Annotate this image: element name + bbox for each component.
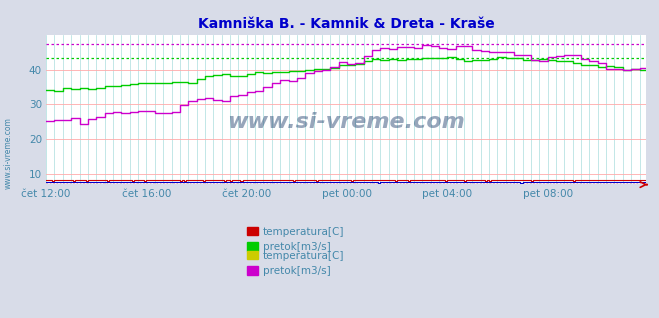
Text: www.si-vreme.com: www.si-vreme.com <box>3 117 13 189</box>
Legend: temperatura[C], pretok[m3/s]: temperatura[C], pretok[m3/s] <box>243 246 349 280</box>
Text: www.si-vreme.com: www.si-vreme.com <box>227 112 465 132</box>
Title: Kamniška B. - Kamnik & Dreta - Kraše: Kamniška B. - Kamnik & Dreta - Kraše <box>198 17 494 31</box>
